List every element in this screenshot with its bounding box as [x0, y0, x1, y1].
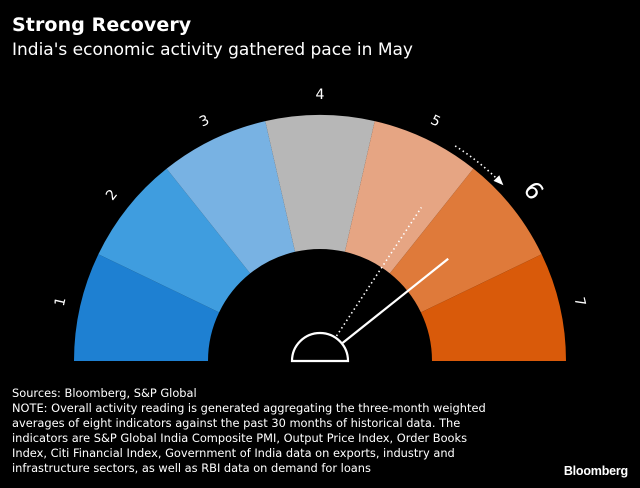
movement-arrowhead [493, 175, 504, 186]
scale-label-4: 4 [316, 87, 325, 103]
gauge-segment-2 [98, 168, 251, 313]
gauge-segment-1 [74, 254, 220, 361]
previous-reading-needle [335, 206, 423, 337]
note-line-1: NOTE: Overall activity reading is genera… [12, 401, 486, 415]
note-line-4: Index, Citi Financial Index, Government … [12, 446, 455, 460]
sources-line: Sources: Bloomberg, S&P Global [12, 386, 197, 400]
gauge-segment-6 [389, 168, 542, 313]
note-line-2: averages of eight indicators against the… [12, 416, 461, 430]
bloomberg-logo: Bloomberg [563, 464, 628, 478]
gauge-segment-7 [420, 254, 566, 361]
chart-subtitle: India's economic activity gathered pace … [12, 40, 413, 60]
current-reading-needle [341, 257, 449, 345]
chart-footnote: Sources: Bloomberg, S&P Global NOTE: Ove… [12, 386, 512, 476]
gauge-segment-5 [344, 121, 474, 274]
gauge-segment-3 [166, 121, 296, 274]
gauge-hub [290, 331, 350, 363]
gauge-segment-4 [265, 115, 375, 252]
scale-label-2: 2 [103, 187, 121, 204]
note-line-3: indicators are S&P Global India Composit… [12, 431, 468, 445]
scale-label-7: 7 [571, 296, 589, 308]
scale-label-3: 3 [197, 112, 212, 130]
current-value-label: 6 [518, 176, 549, 205]
note-line-5: infrastructure sectors, as well as RBI d… [12, 461, 371, 475]
scale-label-5: 5 [428, 112, 443, 130]
scale-label-1: 1 [52, 296, 70, 308]
chart-title: Strong Recovery [12, 14, 192, 36]
